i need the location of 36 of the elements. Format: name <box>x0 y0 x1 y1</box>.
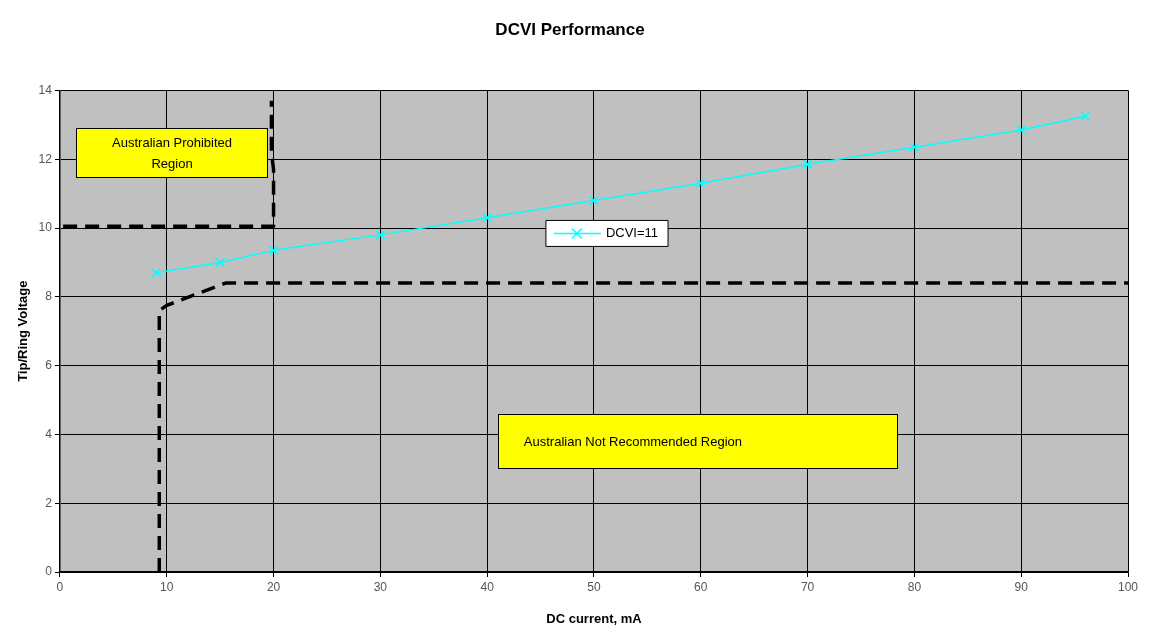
y-axis-title: Tip/Ring Voltage <box>15 280 31 382</box>
text-box: Australian Prohibited Region <box>75 128 269 179</box>
legend-label: DCVI=11 <box>605 225 659 241</box>
x-tick-label: 90 <box>1014 579 1029 594</box>
y-tick-label: 0 <box>45 564 53 579</box>
x-tick-label: 60 <box>694 579 708 594</box>
y-tick-label: 10 <box>38 220 53 235</box>
point <box>268 245 279 256</box>
point <box>1080 111 1091 122</box>
y-tick-label: 8 <box>45 289 53 304</box>
x-axis-title: DC current, mA <box>546 610 643 626</box>
point <box>588 195 599 206</box>
point <box>151 267 162 278</box>
point <box>1016 124 1027 135</box>
x-tick-label: 30 <box>373 579 388 594</box>
x-tick-label: 10 <box>160 579 174 594</box>
point <box>802 159 813 170</box>
x-tick-label: 40 <box>480 579 495 594</box>
point <box>909 142 920 153</box>
y-tick-label: 12 <box>38 151 53 166</box>
point <box>215 257 226 268</box>
x-tick-label: 0 <box>56 579 64 594</box>
y-tick-label: 14 <box>38 82 53 97</box>
x-tick-label: 80 <box>907 579 922 594</box>
chart-title: DCVI Performance <box>495 19 645 39</box>
x-tick-label: 100 <box>1117 579 1139 594</box>
y-tick-label: 6 <box>45 357 53 372</box>
point <box>695 178 706 189</box>
point <box>375 229 386 240</box>
x-tick-label: 20 <box>266 579 281 594</box>
x-tick-label: 50 <box>587 579 601 594</box>
y-tick-label: 4 <box>45 426 53 441</box>
text-box: Australian Not Recommended Region <box>497 413 899 469</box>
point <box>482 212 493 223</box>
y-tick-label: 2 <box>45 495 53 510</box>
x-tick-label: 70 <box>800 579 815 594</box>
